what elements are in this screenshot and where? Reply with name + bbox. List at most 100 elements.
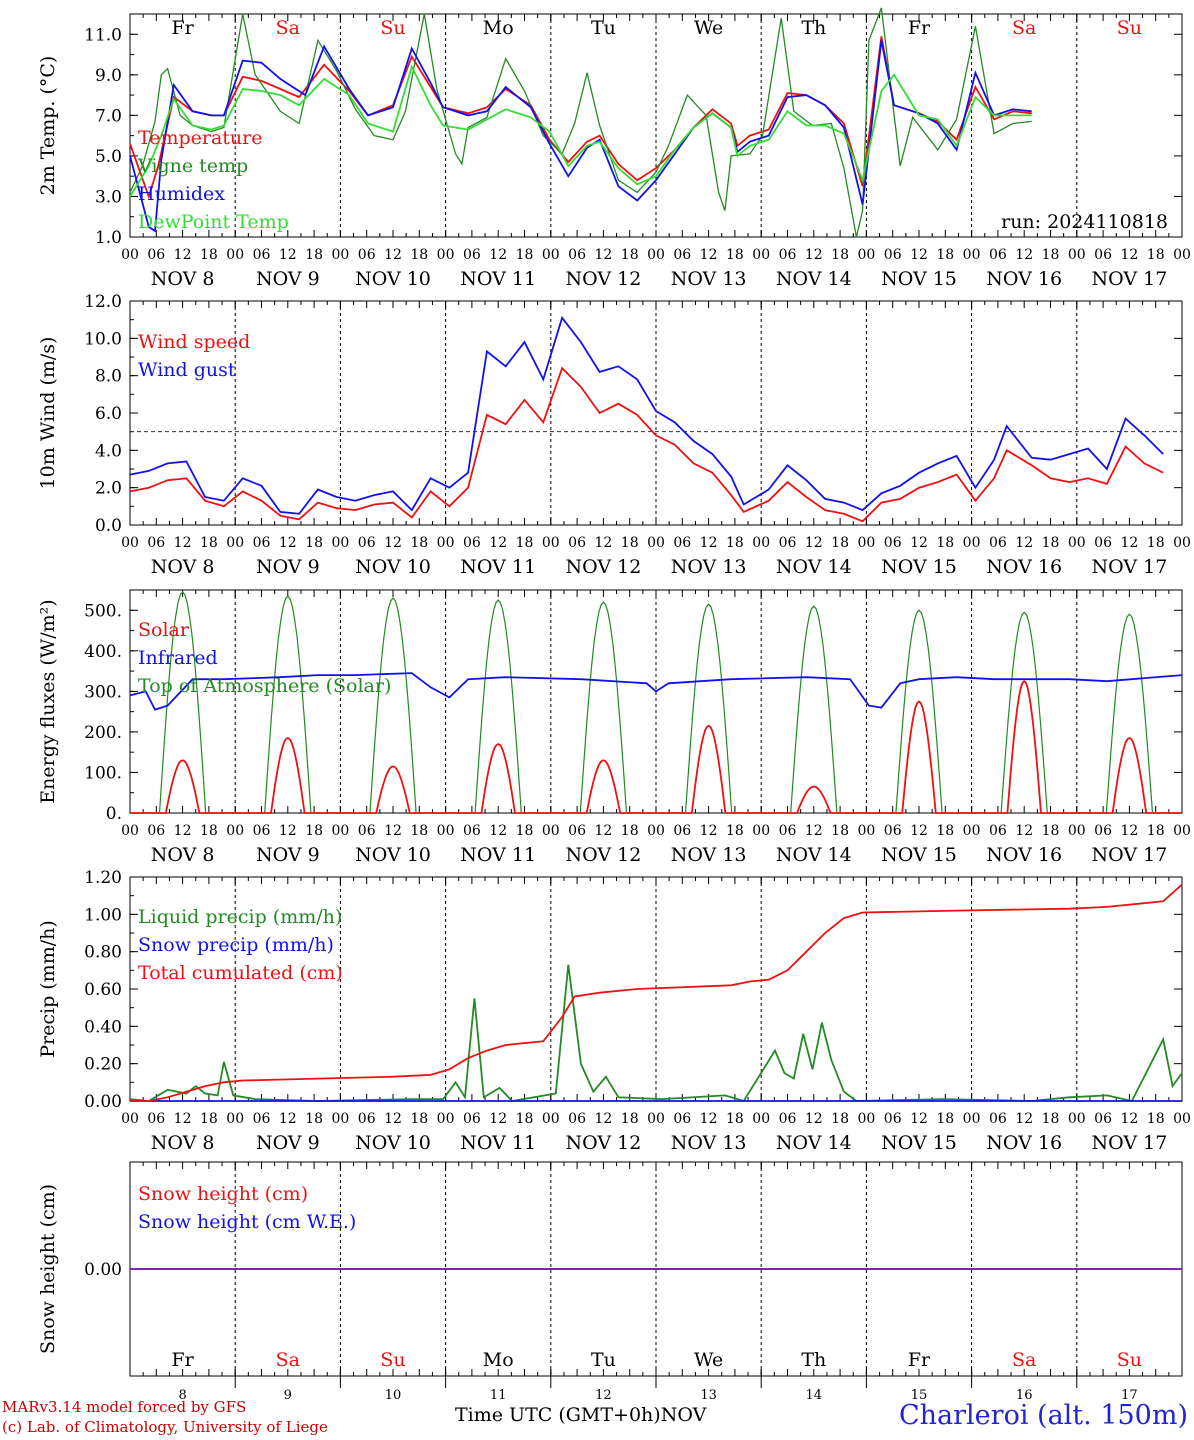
weekday-label-top: Su xyxy=(380,17,405,39)
hour-label: 06 xyxy=(147,535,165,551)
hour-label: 12 xyxy=(910,823,928,839)
hour-label: 18 xyxy=(200,535,218,551)
legend-entry: Snow height (cm W.E.) xyxy=(138,1211,356,1233)
model-credit: MARv3.14 model forced by GFS xyxy=(2,1398,247,1416)
hour-label: 18 xyxy=(516,1111,534,1127)
hour-label: 06 xyxy=(884,1111,902,1127)
hour-label: 06 xyxy=(884,823,902,839)
hour-label: 12 xyxy=(1015,247,1033,263)
hour-label: 00 xyxy=(542,1111,560,1127)
hour-label: 12 xyxy=(489,535,507,551)
hour-label: 06 xyxy=(1094,1111,1112,1127)
hour-label: 06 xyxy=(253,823,271,839)
hour-label: 06 xyxy=(568,247,586,263)
hour-label: 00 xyxy=(121,247,139,263)
day-number-label: 12 xyxy=(595,1388,612,1403)
hour-label: 12 xyxy=(174,247,192,263)
legend-entry: Vigne temp xyxy=(137,155,248,177)
hour-label: 18 xyxy=(831,1111,849,1127)
hour-label: 18 xyxy=(831,535,849,551)
x-axis-title-text: Time UTC (GMT+0h) xyxy=(455,1404,661,1426)
legend-entry: Wind gust xyxy=(138,359,236,381)
date-label: NOV 15 xyxy=(881,844,957,866)
series-line-temperature xyxy=(129,36,1032,200)
hour-label: 00 xyxy=(963,823,981,839)
y-axis-title: 2m Temp. (°C) xyxy=(37,56,59,196)
series-line-vigne-temp xyxy=(129,7,1032,238)
hour-label: 00 xyxy=(1173,1111,1191,1127)
y-tick-label: 0. xyxy=(106,804,122,824)
hour-label: 12 xyxy=(805,247,823,263)
hour-label: 06 xyxy=(463,1111,481,1127)
hour-label: 18 xyxy=(200,247,218,263)
day-number-label: 9 xyxy=(284,1388,292,1403)
legend-entry: Total cumulated (cm) xyxy=(138,962,343,984)
hour-label: 00 xyxy=(857,247,875,263)
weekday-label-top: Fr xyxy=(171,17,194,39)
hour-label: 00 xyxy=(647,247,665,263)
date-label: NOV 9 xyxy=(256,1132,320,1154)
plot-frame-temperature xyxy=(129,13,1183,238)
hour-label: 12 xyxy=(700,1111,718,1127)
hour-label: 12 xyxy=(489,1111,507,1127)
hour-label: 12 xyxy=(594,535,612,551)
hour-label: 06 xyxy=(147,247,165,263)
hour-label: 00 xyxy=(437,823,455,839)
date-label: NOV 10 xyxy=(355,1132,431,1154)
day-number-label: 10 xyxy=(385,1388,402,1403)
date-label: NOV 9 xyxy=(256,268,320,290)
hour-label: 18 xyxy=(410,535,428,551)
hour-label: 18 xyxy=(410,247,428,263)
date-label: NOV 12 xyxy=(565,1132,641,1154)
y-tick-label: 300. xyxy=(84,682,122,702)
x-axis-title: Time UTC (GMT+0h)NOV xyxy=(455,1404,706,1426)
hour-label: 12 xyxy=(174,823,192,839)
hour-label: 18 xyxy=(1042,823,1060,839)
hour-label: 18 xyxy=(936,247,954,263)
date-label: NOV 15 xyxy=(881,556,957,578)
hour-label: 00 xyxy=(857,535,875,551)
hour-label: 00 xyxy=(331,1111,349,1127)
date-label: NOV 11 xyxy=(460,844,536,866)
series-line-wind-speed xyxy=(129,366,1164,523)
hour-label: 12 xyxy=(910,247,928,263)
hour-label: 00 xyxy=(331,247,349,263)
hour-label: 12 xyxy=(910,535,928,551)
hour-label: 18 xyxy=(831,247,849,263)
day-number-label: 13 xyxy=(700,1388,717,1403)
y-tick-label: 3.0 xyxy=(95,187,122,207)
weekday-label-top: Fr xyxy=(908,17,931,39)
hour-label: 12 xyxy=(1015,1111,1033,1127)
hour-label: 12 xyxy=(805,823,823,839)
hour-label: 06 xyxy=(989,1111,1007,1127)
y-tick-label: 8.0 xyxy=(95,367,122,387)
hour-label: 00 xyxy=(226,247,244,263)
hour-label: 00 xyxy=(331,823,349,839)
hour-label: 00 xyxy=(1068,535,1086,551)
hour-label: 06 xyxy=(989,823,1007,839)
hour-label: 12 xyxy=(384,823,402,839)
date-label: NOV 11 xyxy=(460,1132,536,1154)
y-tick-label: 12.0 xyxy=(84,292,122,312)
hour-label: 06 xyxy=(358,1111,376,1127)
weekday-label-top: Sa xyxy=(1012,17,1036,39)
hour-label: 00 xyxy=(857,823,875,839)
hour-label: 12 xyxy=(1120,535,1138,551)
date-label: NOV 13 xyxy=(671,268,747,290)
plot-frame-wind xyxy=(129,300,1183,526)
station-name: Charleroi (alt. 150m) xyxy=(899,1400,1188,1431)
hour-label: 12 xyxy=(279,247,297,263)
date-label: NOV 8 xyxy=(151,556,215,578)
weekday-label-bottom: Th xyxy=(801,1349,826,1371)
hour-label: 00 xyxy=(963,247,981,263)
hour-label: 12 xyxy=(384,535,402,551)
date-label: NOV 16 xyxy=(986,1132,1062,1154)
date-label: NOV 8 xyxy=(151,844,215,866)
date-label: NOV 11 xyxy=(460,556,536,578)
hour-label: 00 xyxy=(647,1111,665,1127)
x-axis-month: NOV xyxy=(660,1404,707,1426)
hour-label: 18 xyxy=(305,535,323,551)
date-label: NOV 12 xyxy=(565,268,641,290)
y-tick-label: 1.20 xyxy=(84,868,122,888)
